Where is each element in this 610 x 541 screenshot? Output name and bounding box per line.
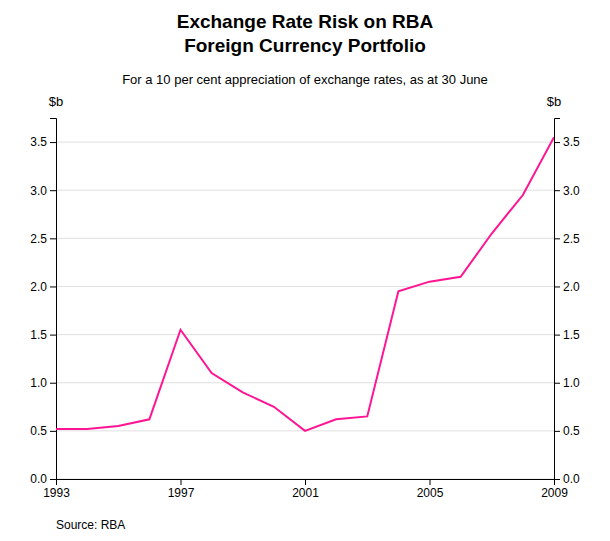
source: Source: RBA [56,518,125,532]
title: Exchange Rate Risk on RBA [177,11,434,32]
y-tick-mark [50,335,56,336]
y-tick-label: 2.0 [30,280,47,294]
y2-tick: 2.0 [554,280,580,294]
y2-tick-mark [554,238,560,239]
marks [56,137,554,431]
y2-tick: 3.5 [554,135,580,149]
y-tick-mark [50,383,56,384]
y2-tick-label: 1.5 [563,328,580,342]
x-tick: 2005 [417,479,444,500]
y-tick: 1.0 [30,376,56,390]
y-tick-mark [50,190,56,191]
x-tick: 1993 [43,479,70,500]
y-tick-mark [50,431,56,432]
y-tick-mark [50,479,56,480]
y2-tick-label: 0.5 [563,424,580,438]
x-tick-label: 1997 [168,486,195,500]
y2-tick-label: 0.0 [563,472,580,486]
y-tick-label: 3.5 [30,135,47,149]
y2-tick: 0.5 [554,424,580,438]
y2-tick: 3.0 [554,184,580,198]
y-tick: 2.5 [30,232,56,246]
y-tick: 1.5 [30,328,56,342]
y2-axis: 0.0 0.5 1.0 1.5 2.0 2.5 3.0 3.5 [554,119,580,487]
grid-line [56,286,554,287]
chart: Exchange Rate Risk on RBA Foreign Currenc… [0,0,610,541]
y2-axis-line [555,119,561,480]
y-tick-label: 0.5 [30,424,47,438]
x-tick-label: 2005 [417,486,444,500]
y-tick: 2.0 [30,280,56,294]
y-axis-label: $b [49,94,63,109]
y-axis: 0.0 0.5 1.0 1.5 2.0 2.5 3.0 3.5 [30,119,56,487]
grid-line [56,382,554,383]
y2-tick-mark [554,142,560,143]
y2-tick-mark [554,383,560,384]
grid-line [56,190,554,191]
y-tick-mark [50,238,56,239]
y-tick-label: 2.5 [30,232,47,246]
x-tick: 2001 [292,479,319,500]
grid-line [56,334,554,335]
y2-axis-label: $b [547,94,561,109]
y-tick-label: 3.0 [30,184,47,198]
y-tick: 3.0 [30,184,56,198]
y2-tick-mark [554,190,560,191]
x-tick-label: 1993 [43,486,70,500]
y2-tick: 1.0 [554,376,580,390]
y-axis-line [50,119,57,480]
title: Foreign Currency Portfolio [184,35,426,56]
y2-tick-mark [554,431,560,432]
y2-tick-label: 3.0 [563,184,580,198]
y2-tick-mark [554,286,560,287]
y-tick-label: 1.0 [30,376,47,390]
y-tick: 3.5 [30,135,56,149]
grid-line [56,238,554,239]
grid-line [56,142,554,143]
y-tick-mark [50,286,56,287]
grid [56,142,554,479]
y-tick-mark [50,142,56,143]
x-tick-label: 2009 [541,486,568,500]
subtitle: For a 10 per cent appreciation of exchan… [122,72,488,87]
x-tick-mark [430,479,431,485]
y2-tick-label: 3.5 [563,135,580,149]
y2-tick-mark [554,335,560,336]
y2-tick-label: 2.5 [563,232,580,246]
y-tick: 0.5 [30,424,56,438]
y2-tick-label: 1.0 [563,376,580,390]
y-tick-label: 1.5 [30,328,47,342]
y2-tick-label: 2.0 [563,280,580,294]
line [56,137,554,431]
y2-tick-mark [554,479,560,480]
y2-tick: 2.5 [554,232,580,246]
x-tick-mark [305,479,306,485]
x-tick-mark [181,479,182,485]
y-tick-label: 0.0 [30,472,47,486]
x-axis-line [57,480,555,486]
y2-tick: 1.5 [554,328,580,342]
x-axis: 1993 1997 2001 2005 2009 [43,479,568,500]
plot: 199319972001200520090.00.51.01.52.02.53.… [30,94,580,500]
y-tick: 0.0 [30,472,56,486]
y2-tick: 0.0 [554,472,580,486]
x-tick-label: 2001 [292,486,319,500]
x-tick: 1997 [168,479,195,500]
